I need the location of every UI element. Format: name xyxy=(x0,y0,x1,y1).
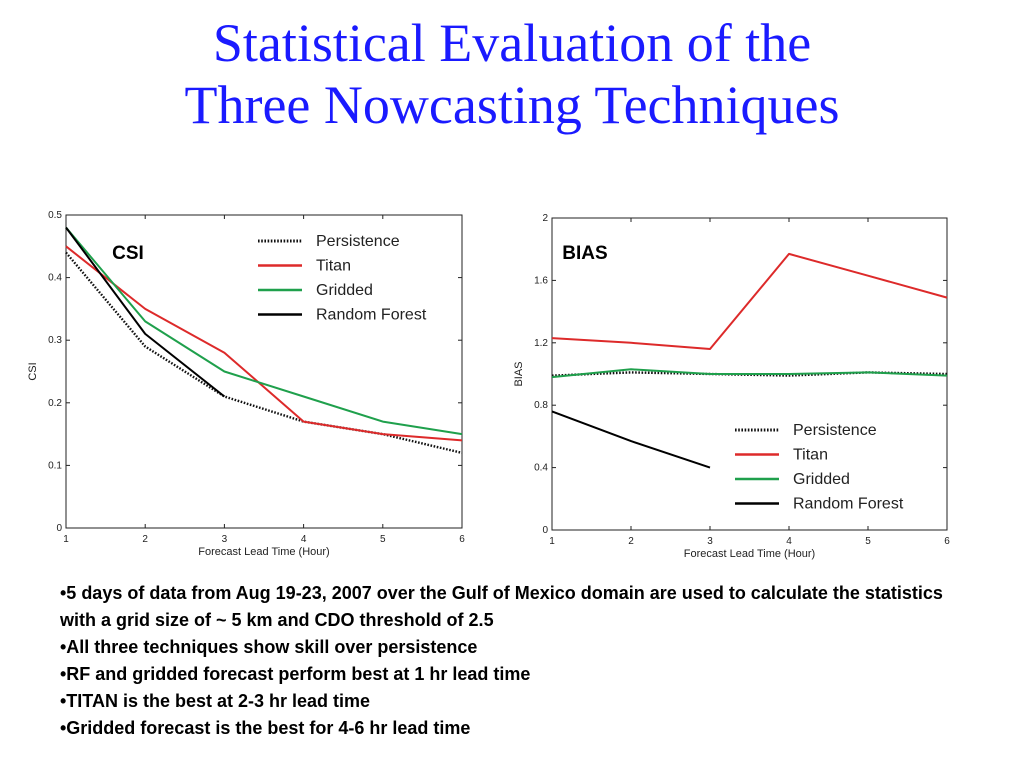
x-axis-label: Forecast Lead Time (Hour) xyxy=(684,548,815,560)
x-tick-label: 1 xyxy=(63,534,69,545)
legend-label: Titan xyxy=(793,447,828,464)
series-line-gridded xyxy=(551,368,948,379)
y-tick-label: 0.3 xyxy=(48,335,62,346)
series-line-random-forest xyxy=(551,410,711,469)
x-tick-label: 6 xyxy=(459,534,465,545)
csi-chart: 0 0.1 0.2 0.3 0.4 0.5 1 2 3 4 5 6 Forecast Lead Time… xyxy=(27,210,465,558)
y-tick-label: 2 xyxy=(542,213,548,224)
x-tick-label: 4 xyxy=(786,536,792,547)
x-tick-label: 3 xyxy=(222,534,228,545)
x-tick-label: 2 xyxy=(142,534,148,545)
x-tick-label: 5 xyxy=(380,534,386,545)
y-tick-label: 1.2 xyxy=(534,338,548,349)
bullet-item: •5 days of data from Aug 19-23, 2007 ove… xyxy=(60,583,943,630)
bullet-item: •Gridded forecast is the best for 4-6 hr… xyxy=(60,718,471,738)
panel-label: CSI xyxy=(112,243,144,264)
bullet-item: •All three techniques show skill over pe… xyxy=(60,637,478,657)
y-tick-label: 0.2 xyxy=(48,398,62,409)
x-tick-label: 2 xyxy=(628,536,634,547)
x-tick-label: 1 xyxy=(549,536,555,547)
legend-label: Gridded xyxy=(793,471,850,488)
y-tick-label: 0.1 xyxy=(48,460,62,471)
y-axis-label: CSI xyxy=(27,362,39,380)
bias-chart: 0 0.4 0.8 1.2 1.6 2 1 2 3 4 5 6 Forecast Lead Time (… xyxy=(513,213,950,560)
slide-title: Statistical Evaluation of the Three Nowc… xyxy=(0,12,1024,136)
panel-label: BIAS xyxy=(562,243,607,264)
slide-title-line-2: Three Nowcasting Techniques xyxy=(184,75,840,135)
legend-label: Random Forest xyxy=(793,496,904,513)
legend-label: Titan xyxy=(316,258,351,275)
bullet-item: •RF and gridded forecast perform best at… xyxy=(60,664,531,684)
y-tick-label: 0 xyxy=(542,525,548,536)
x-axis-label: Forecast Lead Time (Hour) xyxy=(198,546,329,558)
bullet-item: •TITAN is the best at 2-3 hr lead time xyxy=(60,691,371,711)
series-line-random-forest xyxy=(65,226,226,398)
x-tick-label: 5 xyxy=(865,536,871,547)
legend-label: Random Forest xyxy=(316,307,427,324)
legend-label: Gridded xyxy=(316,282,373,299)
bullet-list: •5 days of data from Aug 19-23, 2007 ove… xyxy=(60,580,960,742)
x-tick-label: 6 xyxy=(944,536,950,547)
slide-title-line-1: Statistical Evaluation of the xyxy=(212,13,812,73)
y-tick-label: 0 xyxy=(56,523,62,534)
y-tick-label: 0.4 xyxy=(534,463,548,474)
x-tick-label: 3 xyxy=(707,536,713,547)
y-tick-label: 0.4 xyxy=(48,273,62,284)
y-tick-label: 0.5 xyxy=(48,210,62,221)
legend-label: Persistence xyxy=(793,422,877,439)
plot-frame xyxy=(65,214,463,529)
legend-label: Persistence xyxy=(316,233,400,250)
series-line-gridded xyxy=(65,226,463,436)
y-axis-label: BIAS xyxy=(513,361,525,386)
x-tick-label: 4 xyxy=(301,534,307,545)
y-tick-label: 1.6 xyxy=(534,275,548,286)
y-tick-label: 0.8 xyxy=(534,400,548,411)
series-line-titan xyxy=(551,252,948,350)
series-line-titan xyxy=(65,245,463,442)
